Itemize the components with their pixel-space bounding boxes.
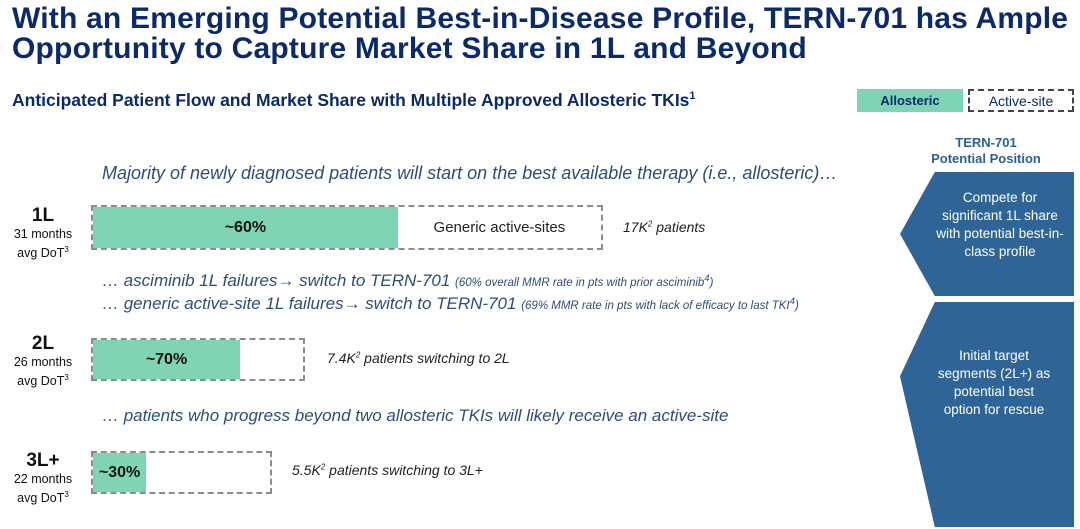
position-text-2l: Initial target segments (2L+) as potenti… <box>937 348 1051 417</box>
note-majority: Majority of newly diagnosed patients wil… <box>102 163 838 183</box>
note-generic: … generic active-site 1L failures→ switc… <box>102 294 799 314</box>
dot-months: 22 months <box>13 472 73 486</box>
bar-3l: ~30% <box>91 451 272 494</box>
dot-avg: avg DoT3 <box>17 490 69 506</box>
position-header-line1: TERN-701 <box>955 135 1017 150</box>
note-asciminib: … asciminib 1L failures→ switch to TERN-… <box>102 271 713 291</box>
dot-months: 26 months <box>13 355 73 369</box>
dot-avg: avg DoT3 <box>17 373 69 389</box>
patients-caption-2l: 7.4K2 patients switching to 2L <box>327 350 510 366</box>
patients-caption-1l: 17K2 patients <box>623 219 706 235</box>
bar-remainder-label-3l <box>146 453 270 492</box>
line-name: 2L <box>31 333 55 354</box>
bar-fill-1l: ~60% <box>93 207 398 248</box>
note-asciminib-main: … asciminib 1L failures→ switch to TERN-… <box>102 271 451 290</box>
note-generic-detail: (69% MMR rate in pts with lack of effica… <box>521 296 799 312</box>
line-name: 1L <box>31 205 55 226</box>
bar-remainder-label-2l <box>240 340 303 379</box>
position-chevron-2l: Initial target segments (2L+) as potenti… <box>900 302 1074 527</box>
line-label-1l: 1L 31 months avg DoT3 <box>8 205 78 261</box>
note-progress: … patients who progress beyond two allos… <box>102 406 729 425</box>
page-title: With an Emerging Potential Best-in-Disea… <box>12 2 1069 65</box>
position-text-1l: Compete for significant 1L share with po… <box>936 190 1064 259</box>
line-name: 3L+ <box>26 450 60 471</box>
legend-allosteric: Allosteric <box>857 89 963 112</box>
bar-remainder-label-1l: Generic active-sites <box>433 219 566 236</box>
bar-1l: ~60% Generic active-sites <box>91 205 603 250</box>
dot-months: 31 months <box>13 227 73 241</box>
position-chevron-1l: Compete for significant 1L share with po… <box>900 172 1074 296</box>
patients-caption-3l: 5.5K2 patients switching to 3L+ <box>292 462 483 478</box>
bar-fill-2l: ~70% <box>93 340 240 379</box>
line-label-2l: 2L 26 months avg DoT3 <box>8 333 78 389</box>
bar-2l: ~70% <box>91 338 305 381</box>
dot-avg: avg DoT3 <box>17 245 69 261</box>
subtitle-text: Anticipated Patient Flow and Market Shar… <box>12 90 690 110</box>
position-header-line2: Potential Position <box>931 151 1041 166</box>
note-generic-main: … generic active-site 1L failures→ switc… <box>102 294 517 313</box>
legend-active-site: Active-site <box>968 89 1074 112</box>
note-asciminib-detail: (60% overall MMR rate in pts with prior … <box>455 273 714 289</box>
subtitle-footnote: 1 <box>689 90 696 103</box>
bar-fill-3l: ~30% <box>93 453 147 492</box>
position-header: TERN-701 Potential Position <box>916 135 1056 167</box>
line-label-3l: 3L+ 22 months avg DoT3 <box>8 450 78 506</box>
page-subtitle: Anticipated Patient Flow and Market Shar… <box>12 90 696 111</box>
